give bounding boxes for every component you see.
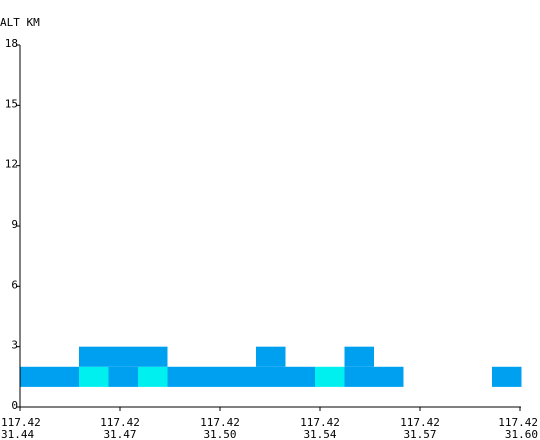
heatmap-cell-6 <box>138 367 168 387</box>
heatmap-cells <box>20 347 522 387</box>
heatmap-cell-17 <box>374 367 404 387</box>
heatmap-cell-13 <box>286 367 316 387</box>
x-tick-lat-5: 31.60 <box>505 428 538 440</box>
heatmap-cell-0 <box>20 367 50 387</box>
heatmap-cell-18 <box>492 367 522 387</box>
y-tick-label-0: 0 <box>11 399 18 412</box>
x-tick-lat-3: 31.54 <box>303 428 336 440</box>
x-tick-lat-4: 31.57 <box>403 428 436 440</box>
x-tick-lat-1: 31.47 <box>103 428 136 440</box>
heatmap-cell-8 <box>168 367 198 387</box>
heatmap-cell-4 <box>109 367 139 387</box>
x-ticks: 117.4231.44117.4231.47117.4231.50117.423… <box>1 407 538 440</box>
heatmap-cell-5 <box>109 347 139 367</box>
heatmap-cell-3 <box>79 347 109 367</box>
heatmap-cell-9 <box>197 367 227 387</box>
heatmap-cell-1 <box>50 367 80 387</box>
heatmap-cell-12 <box>256 347 286 367</box>
y-tick-label-2: 6 <box>11 278 18 291</box>
y-axis-label: ALT KM <box>0 16 40 29</box>
y-tick-label-6: 18 <box>5 37 18 50</box>
x-tick-lat-2: 31.50 <box>203 428 236 440</box>
heatmap-cell-10 <box>227 367 257 387</box>
y-tick-label-1: 3 <box>11 339 18 352</box>
heatmap-cell-11 <box>256 367 286 387</box>
heatmap-cell-14 <box>315 367 345 387</box>
x-tick-lat-0: 31.44 <box>1 428 34 440</box>
y-tick-label-3: 9 <box>11 218 18 231</box>
heatmap-cell-15 <box>345 367 375 387</box>
y-ticks: 0 3 6 9 12 15 18 <box>5 37 20 412</box>
y-tick-label-5: 15 <box>5 97 18 110</box>
heatmap-cell-16 <box>345 347 375 367</box>
heatmap-cell-7 <box>138 347 168 367</box>
heatmap-cell-2 <box>79 367 109 387</box>
y-tick-label-4: 12 <box>5 158 18 171</box>
